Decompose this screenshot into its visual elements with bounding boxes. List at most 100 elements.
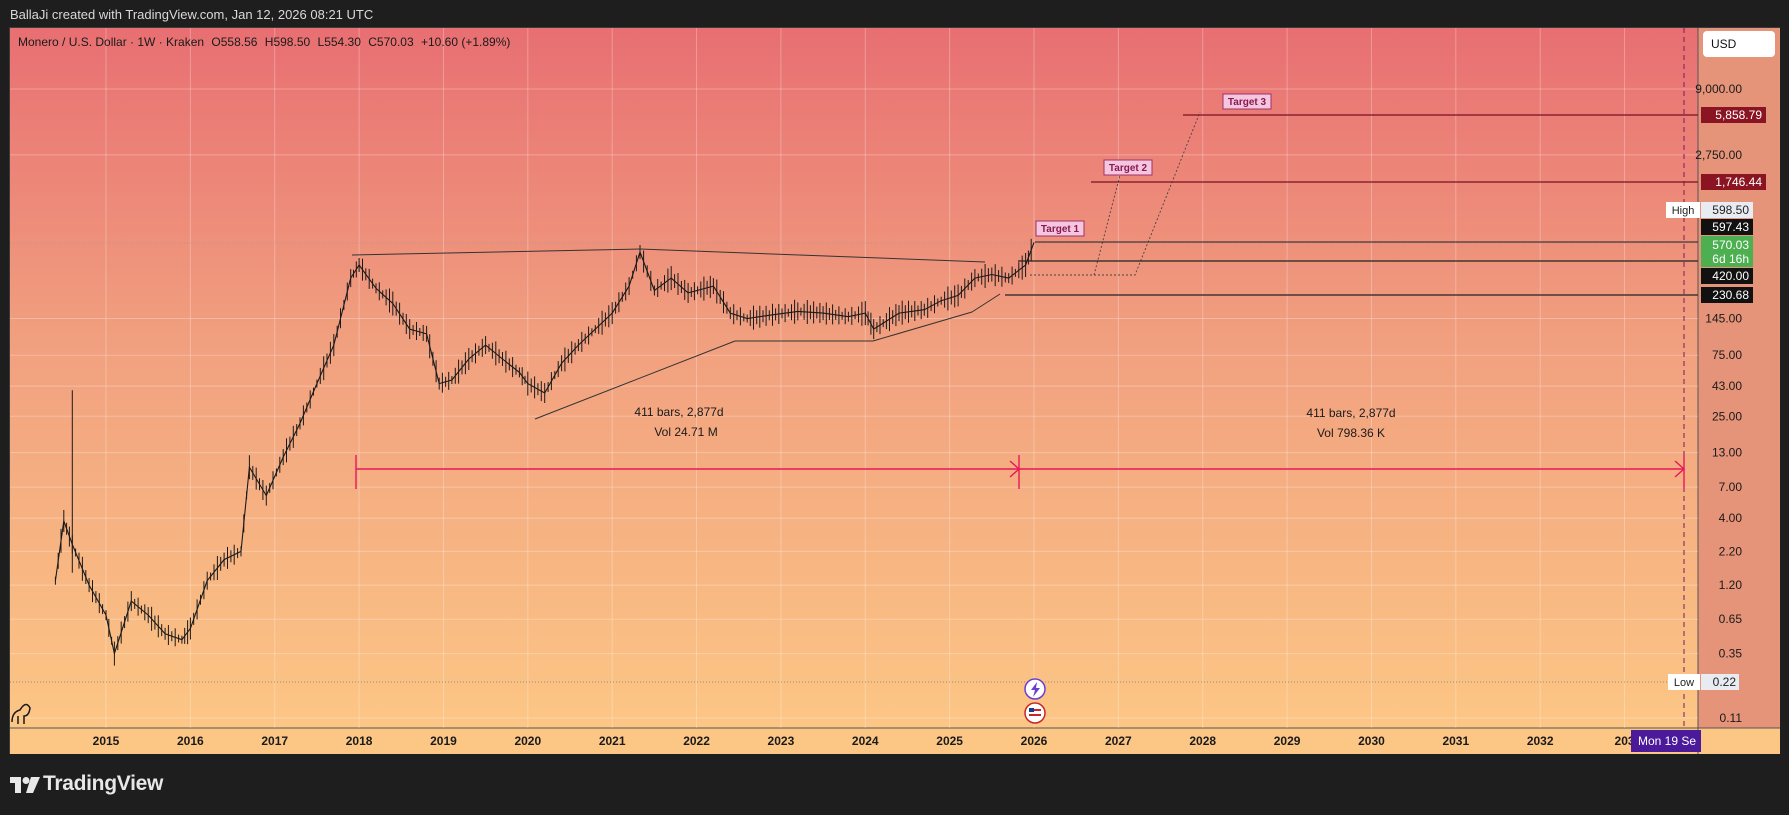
flag-stripe-icon — [1029, 714, 1041, 716]
chart-plot-area[interactable] — [10, 28, 1698, 728]
time-scale-area[interactable] — [10, 728, 1780, 754]
high-tag-text: High — [1672, 205, 1695, 217]
high-tag-badge — [1666, 202, 1700, 218]
price-tick-label: 1.20 — [1719, 578, 1743, 592]
low-value: L554.30 — [317, 35, 361, 49]
date-range-measure: 411 bars, 2,877d Vol 24.71 M 411 bars, 2… — [355, 405, 1686, 489]
time-axis-labels: 2015 2016 2017 2018 2019 2020 2021 2022 2023 2024… — [93, 734, 1635, 748]
breakout-price-badge — [1701, 287, 1753, 303]
time-tick-label: 2015 — [93, 734, 120, 748]
resistance-line-right — [639, 248, 986, 263]
time-tick-label: 203 — [1615, 734, 1635, 748]
symbol-legend[interactable]: Monero / U.S. Dollar · 1W · Kraken O558.… — [18, 35, 514, 49]
close-value: C570.03 — [368, 35, 414, 49]
vertical-gridlines — [105, 28, 1626, 728]
time-tick-label: 2027 — [1105, 734, 1132, 748]
brand-name: TradingView — [43, 772, 164, 795]
target2-price-text: 1,746.44 — [1715, 175, 1762, 189]
high-value: H598.50 — [264, 35, 311, 49]
countdown-text: 6d 16h — [1712, 252, 1749, 266]
time-tick-label: 2026 — [1021, 734, 1048, 748]
support-line-rising-2 — [971, 293, 1001, 313]
range2-bars-label: 411 bars, 2,877d — [1306, 406, 1395, 420]
tradingview-dino-icon[interactable] — [11, 703, 31, 724]
high-price-text: 598.50 — [1712, 203, 1749, 217]
time-tick-label: 2017 — [261, 734, 288, 748]
time-tick-label: 2031 — [1442, 734, 1469, 748]
breakout-price-text: 230.68 — [1712, 288, 1749, 302]
price-scale-badges: 5,858.79 1,746.44 High 598.50 597.43 570… — [1666, 107, 1766, 690]
target-labels: Target 1 Target 2 Target 3 — [1035, 93, 1272, 237]
price-tick-label: 7.00 — [1719, 480, 1743, 494]
price-tick-label: 0.65 — [1719, 612, 1743, 626]
open-value: O558.56 — [211, 35, 258, 49]
cursor-date-badge — [1631, 730, 1701, 752]
tradingview-logo-icon — [10, 777, 40, 793]
price-tick-label: 2,750.00 — [1695, 148, 1742, 162]
symbol-title[interactable]: Monero / U.S. Dollar · 1W · Kraken — [18, 35, 205, 49]
high-price-badge — [1701, 202, 1753, 218]
low-tag-badge — [1668, 674, 1700, 690]
time-tick-label: 2025 — [936, 734, 963, 748]
flag-canton-icon — [1029, 708, 1034, 712]
price-tick-label: 25.00 — [1712, 409, 1742, 423]
current-level-badge — [1701, 219, 1753, 235]
cursor-date-text: Mon 19 Se — [1638, 734, 1696, 748]
range1-vol-label: Vol 24.71 M — [654, 425, 717, 439]
time-tick-label: 2029 — [1274, 734, 1301, 748]
price-tick-label: 4.00 — [1719, 511, 1743, 525]
price-tick-label: 0.11 — [1720, 711, 1743, 725]
target3-label: Target 3 — [1228, 97, 1267, 108]
horizontal-gridlines — [10, 88, 1698, 719]
target2-label: Target 2 — [1109, 163, 1148, 174]
price-axis-labels: 9,000.00 2,750.00 145.00 75.00 43.00 25.00 13.… — [1695, 82, 1742, 725]
time-tick-label: 2030 — [1358, 734, 1385, 748]
price-tick-label: 2.20 — [1719, 544, 1743, 558]
attribution-bar: BallaJi created with TradingView.com, Ja… — [0, 0, 1789, 28]
us-flag-event-icon[interactable] — [1024, 702, 1046, 724]
last-price-text: 570.03 — [1712, 238, 1749, 252]
time-tick-label: 2028 — [1189, 734, 1216, 748]
low-price-badge — [1701, 674, 1739, 690]
time-tick-label: 2024 — [852, 734, 879, 748]
range1-bars-label: 411 bars, 2,877d — [634, 405, 723, 419]
event-icons[interactable] — [1024, 678, 1046, 724]
price-scale-area[interactable] — [1698, 28, 1780, 728]
target3-price-text: 5,858.79 — [1715, 108, 1762, 122]
change-value: +10.60 (+1.89%) — [420, 35, 511, 49]
resistance-line-left — [351, 248, 641, 256]
price-tick-label: 43.00 — [1712, 379, 1742, 393]
support-line-rising-1 — [872, 311, 973, 342]
target2-price-badge — [1701, 174, 1766, 190]
price-tick-label: 13.00 — [1712, 446, 1742, 460]
lightning-icon — [1031, 682, 1040, 697]
target3-projection — [1094, 111, 1201, 276]
time-tick-label: 2032 — [1527, 734, 1554, 748]
price-tick-label: 145.00 — [1705, 312, 1742, 326]
support-price-badge — [1701, 268, 1753, 284]
price-tick-label: 0.35 — [1719, 647, 1743, 661]
time-tick-label: 2016 — [177, 734, 204, 748]
target2-badge[interactable] — [1103, 159, 1153, 176]
currency-button[interactable]: USD — [1703, 31, 1775, 57]
target1-label: Target 1 — [1041, 224, 1080, 235]
target1-badge[interactable] — [1035, 220, 1085, 237]
target-path-dotted — [1030, 111, 1201, 276]
target3-price-badge — [1701, 107, 1766, 123]
last-price-badge — [1701, 236, 1753, 267]
price-candles — [54, 238, 1032, 666]
time-tick-label: 2019 — [430, 734, 457, 748]
low-tag-text: Low — [1674, 677, 1694, 689]
support-price-text: 420.00 — [1712, 269, 1749, 283]
low-price-text: 0.22 — [1713, 675, 1737, 689]
time-tick-label: 2018 — [346, 734, 373, 748]
time-tick-label: 2020 — [514, 734, 541, 748]
date-range-2-arrow — [1674, 460, 1686, 478]
time-tick-label: 2023 — [768, 734, 795, 748]
horizontal-levels — [1005, 114, 1698, 296]
target3-badge[interactable] — [1222, 93, 1272, 110]
current-level-text: 597.43 — [1712, 220, 1749, 234]
flag-stripe-icon — [1029, 709, 1041, 711]
price-tick-label: 9,000.00 — [1695, 82, 1742, 96]
